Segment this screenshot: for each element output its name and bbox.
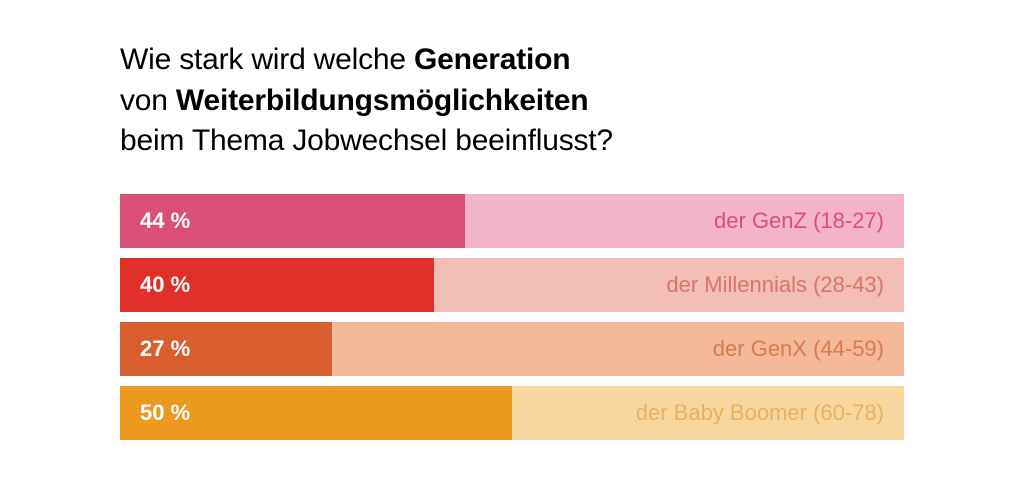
title-line2-pre: von: [120, 84, 176, 117]
title-line1-bold: Generation: [414, 43, 570, 76]
bar-chart: 44 % der GenZ (18-27) 40 % der Millennia…: [120, 194, 904, 440]
bar-row-genz: 44 % der GenZ (18-27): [120, 194, 904, 248]
title-line2-bold: Weiterbildungsmöglichkeiten: [176, 84, 588, 117]
bar-label: der Millennials (28-43): [666, 272, 884, 298]
bar-row-boomer: 50 % der Baby Boomer (60-78): [120, 386, 904, 440]
title-line3: beim Thema Jobwechsel beeinflusst?: [120, 124, 613, 157]
chart-title: Wie stark wird welche Generation von Wei…: [120, 40, 904, 162]
bar-label: der Baby Boomer (60-78): [636, 400, 884, 426]
bar-label: der GenZ (18-27): [714, 208, 884, 234]
bar-percent: 40 %: [120, 272, 190, 298]
bar-row-genx: 27 % der GenX (44-59): [120, 322, 904, 376]
bar-percent: 27 %: [120, 336, 190, 362]
title-line1-pre: Wie stark wird welche: [120, 43, 414, 76]
bar-percent: 50 %: [120, 400, 190, 426]
bar-label: der GenX (44-59): [713, 336, 884, 362]
bar-percent: 44 %: [120, 208, 190, 234]
bar-row-millennials: 40 % der Millennials (28-43): [120, 258, 904, 312]
